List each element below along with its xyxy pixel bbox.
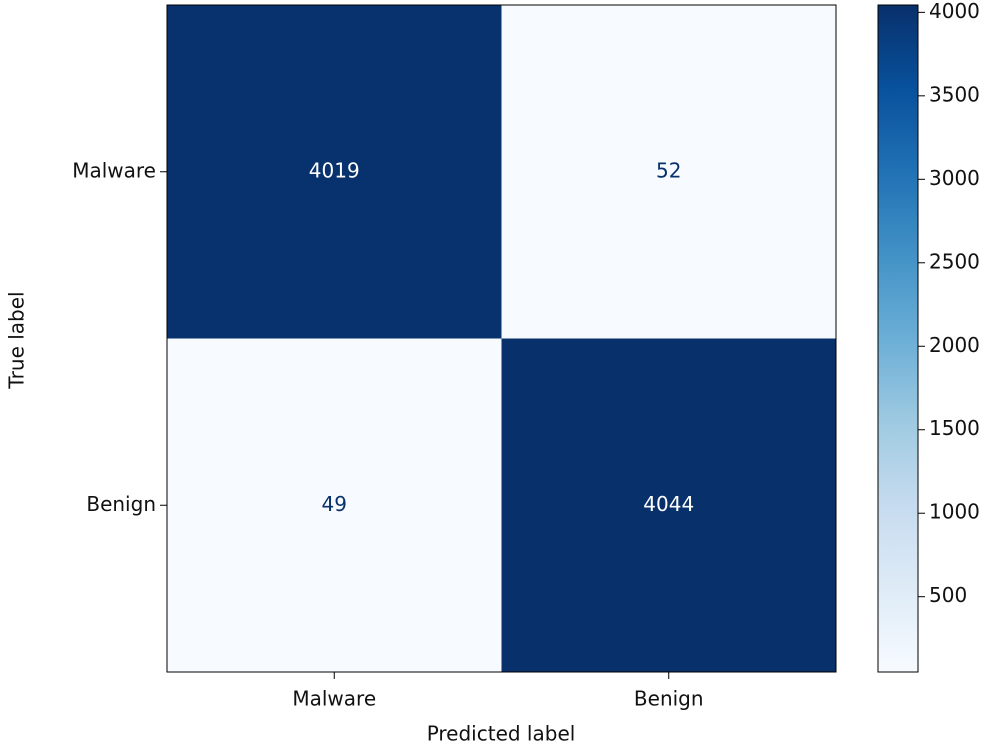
x-tick-label: Benign: [634, 687, 704, 711]
y-tick-label: Benign: [86, 492, 156, 516]
cell-value: 52: [656, 158, 681, 182]
colorbar-tick-label: 3500: [929, 82, 980, 106]
colorbar-tick-label: 2000: [929, 333, 980, 357]
colorbar-tick-label: 1500: [929, 416, 980, 440]
heatmap-cell: [167, 338, 502, 672]
colorbar-tick-label: 500: [929, 583, 967, 607]
plot-frame: [166, 4, 837, 673]
cell-value: 49: [322, 492, 347, 516]
heatmap-cell: [501, 5, 836, 339]
colorbar-tick-label: 3000: [929, 166, 980, 190]
colorbar-tick-label: 4000: [929, 0, 980, 23]
colorbar-tick-label: 2500: [929, 249, 980, 273]
x-axis-label: Predicted label: [427, 722, 576, 746]
x-tick-label: Malware: [292, 687, 376, 711]
colorbar: [877, 4, 919, 673]
cell-value: 4044: [643, 492, 694, 516]
colorbar-tick-label: 1000: [929, 500, 980, 524]
heatmap-cell: [167, 5, 502, 339]
cell-value: 4019: [309, 158, 360, 182]
heatmap-cell: [501, 338, 836, 672]
y-tick-label: Malware: [72, 158, 156, 182]
y-axis-label: True label: [5, 291, 29, 389]
